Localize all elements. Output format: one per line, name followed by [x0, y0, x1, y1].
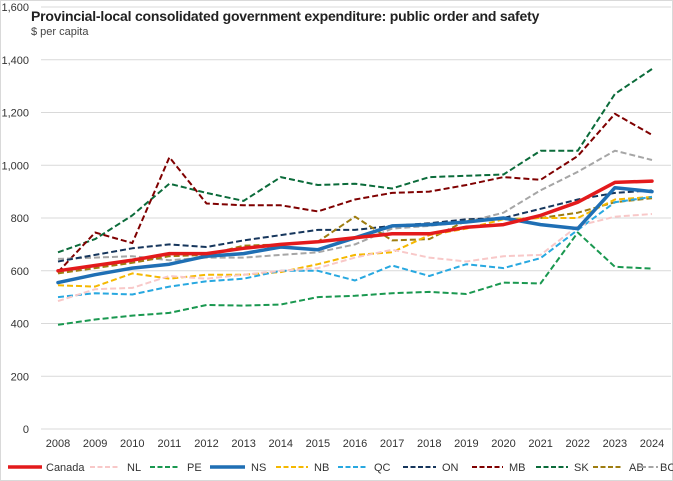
legend-item-on: ON [403, 462, 459, 474]
x-tick-label: 2024 [640, 438, 664, 450]
legend-item-mb: MB [472, 462, 526, 474]
legend-item-ab: AB [593, 462, 644, 474]
y-axis: 0 200 400 600 800 1,000 1,200 1,400 1,600 [1, 2, 29, 436]
series-lines [56, 68, 654, 326]
x-axis: 2008 2009 2010 2011 2012 2013 2014 2015 2016 2017… [46, 438, 664, 450]
x-tick-label: 2011 [158, 438, 182, 450]
chart-subtitle: $ per capita [31, 26, 89, 38]
legend-label: NS [251, 462, 266, 474]
legend-label: NL [127, 462, 141, 474]
legend-label: AB [629, 462, 644, 474]
x-tick-label: 2021 [528, 438, 552, 450]
x-tick-label: 2019 [454, 438, 478, 450]
y-tick-label: 800 [11, 213, 29, 225]
y-tick-label: 600 [11, 266, 29, 278]
y-tick-label: 1,200 [1, 108, 29, 120]
y-tick-label: 1,400 [1, 55, 29, 67]
x-tick-label: 2013 [231, 438, 255, 450]
x-tick-label: 2023 [603, 438, 627, 450]
y-tick-label: 1,600 [1, 2, 29, 14]
series-line-qc [57, 195, 653, 299]
legend-label: QC [374, 462, 391, 474]
legend-item-sk: SK [536, 462, 589, 474]
x-tick-label: 2020 [491, 438, 515, 450]
x-tick-label: 2010 [120, 438, 144, 450]
y-tick-label: 1,000 [1, 160, 29, 172]
series-line-pe [57, 231, 653, 326]
x-tick-label: 2016 [343, 438, 367, 450]
legend-label: PE [187, 462, 202, 474]
x-tick-label: 2018 [417, 438, 441, 450]
series-line-ab [57, 197, 653, 275]
legend-item-qc: QC [338, 462, 391, 474]
x-tick-label: 2014 [269, 438, 293, 450]
legend-item-canada: Canada [8, 462, 85, 474]
x-tick-label: 2009 [83, 438, 107, 450]
gridlines [41, 6, 671, 430]
legend-item-bc: BC [641, 462, 673, 474]
legend-item-pe: PE [150, 462, 202, 474]
chart-title: Provincial-local consolidated government… [31, 8, 540, 24]
legend-item-nl: NL [90, 462, 141, 474]
x-tick-label: 2015 [306, 438, 330, 450]
y-tick-label: 400 [11, 319, 29, 331]
legend-label: NB [314, 462, 329, 474]
series-line-canada [56, 179, 654, 273]
legend-label: BC [660, 462, 673, 474]
x-tick-label: 2008 [46, 438, 70, 450]
y-tick-label: 200 [11, 371, 29, 383]
series-line-sk [57, 68, 653, 254]
series-line-nl [57, 213, 653, 303]
legend-item-ns: NS [210, 462, 266, 474]
series-line-nb [57, 195, 653, 288]
series-line-bc [57, 149, 653, 262]
series-line-on [57, 189, 653, 263]
legend-label: ON [442, 462, 459, 474]
y-tick-label: 0 [23, 424, 29, 436]
legend-item-nb: NB [276, 462, 329, 474]
legend-label: MB [509, 462, 526, 474]
series-line-mb [57, 112, 653, 273]
legend-label: SK [574, 462, 589, 474]
legend: Canada NL PE NS NB QC ON MB SK AB BC [8, 462, 673, 474]
x-tick-label: 2012 [194, 438, 218, 450]
x-tick-label: 2017 [380, 438, 404, 450]
x-tick-label: 2022 [566, 438, 590, 450]
legend-label: Canada [46, 462, 85, 474]
